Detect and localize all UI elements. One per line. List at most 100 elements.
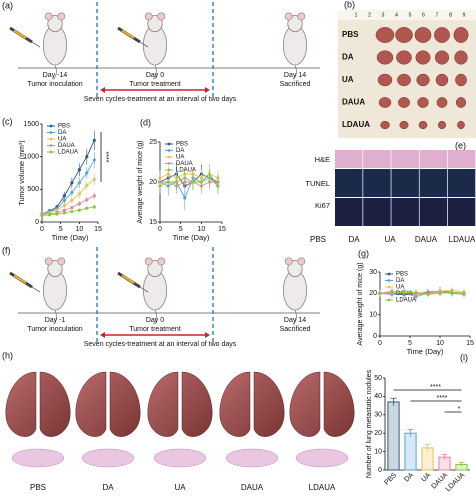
legend-marker: [49, 124, 53, 128]
x-tick-label: 5: [179, 226, 183, 233]
histology: [153, 448, 207, 468]
treatment-note: Seven cycles-treatment at an interval of…: [84, 96, 237, 103]
data-point: [85, 183, 89, 188]
mouse-ear: [144, 257, 153, 266]
legend-label: DAUA: [176, 161, 193, 167]
panel-label: (c): [2, 116, 13, 126]
panel-label: (a): [2, 0, 13, 10]
mouse-tail: [292, 64, 297, 80]
tumor: [418, 120, 428, 130]
data-point: [62, 208, 66, 212]
group-label: UA: [342, 75, 354, 84]
data-point: [70, 198, 74, 203]
stain-image: [419, 150, 448, 168]
stain-image: [391, 198, 419, 226]
lung: [219, 371, 285, 437]
mouse-ear: [297, 12, 306, 21]
ruler-number: 8: [449, 12, 452, 18]
legend-label: LDAUA: [396, 298, 416, 304]
series-line: [379, 289, 465, 294]
y-tick-label: 20: [374, 430, 382, 437]
ruler-number: 9: [463, 12, 466, 18]
tumor: [436, 97, 448, 108]
data-point: [183, 196, 187, 200]
legend-label: DA: [396, 278, 404, 284]
ruler-number: 5: [409, 12, 412, 18]
tumor: [375, 27, 395, 43]
data-point: [70, 209, 74, 214]
lung: [5, 371, 71, 437]
event-day: Day -14: [43, 72, 68, 79]
y-tick-label: 0: [35, 219, 39, 226]
x-tick-label: 5: [59, 226, 63, 233]
data-point: [199, 180, 203, 184]
legend-marker: [167, 155, 171, 159]
significance: ****: [430, 384, 441, 391]
significance: ****: [102, 152, 109, 163]
event-text: Tumor treatment: [129, 81, 181, 88]
data-point: [85, 155, 89, 159]
data-point: [92, 177, 96, 182]
legend-marker: [49, 137, 53, 141]
mouse-ear: [284, 257, 293, 266]
needle: [139, 286, 149, 293]
event-text: Sacrificed: [280, 81, 311, 88]
data-point: [191, 180, 195, 184]
stain-image: [447, 150, 476, 168]
data-point: [85, 198, 89, 202]
x-tick-label: 15: [466, 340, 474, 347]
legend-marker: [167, 142, 171, 146]
legend-label: PBS: [396, 272, 408, 278]
y-tick-label: 10: [374, 448, 382, 455]
stain-column-label: DA: [348, 235, 360, 244]
histology: [295, 448, 349, 468]
x-tick-label: 10: [197, 226, 205, 233]
data-point: [216, 184, 220, 188]
data-point: [426, 292, 430, 296]
y-tick-label: 0: [373, 333, 377, 340]
group-label: PBS: [342, 30, 359, 39]
y-tick-label: 20: [369, 290, 377, 297]
legend-label: DAUA: [396, 291, 413, 297]
legend-label: LDAUA: [176, 168, 196, 174]
group-label: LDAUA: [309, 483, 336, 492]
y-axis-label: Average weight of mice (g): [137, 140, 144, 223]
event-day: Day 14: [284, 72, 306, 79]
legend-marker: [387, 285, 391, 289]
event-day: Day 14: [284, 317, 306, 324]
legend-label: PBS: [58, 124, 70, 130]
tumor: [399, 120, 409, 130]
data-point: [462, 291, 466, 295]
data-point: [378, 291, 382, 295]
event-text: Sacrificed: [280, 326, 311, 333]
group-label: LDAUA: [342, 120, 370, 129]
data-point: [62, 211, 66, 215]
data-point: [85, 171, 89, 175]
stain-column-label: UA: [384, 235, 396, 244]
ruler-number: 3: [382, 12, 385, 18]
stain-image: [335, 150, 363, 168]
data-point: [174, 180, 179, 184]
lung: [289, 371, 355, 437]
data-point: [402, 290, 406, 294]
tumor: [414, 27, 432, 43]
legend-label: UA: [58, 137, 66, 143]
syringe-fluid: [13, 274, 27, 284]
tumor: [378, 97, 392, 108]
event-day: Day -1: [45, 317, 66, 324]
stain-image: [335, 198, 363, 226]
data-point: [166, 180, 170, 184]
mouse-tail: [152, 64, 157, 80]
data-point: [55, 212, 59, 216]
histology: [81, 448, 135, 468]
tumor: [416, 73, 430, 87]
tumor: [415, 50, 431, 65]
legend-marker: [167, 162, 171, 165]
data-point: [92, 205, 96, 209]
legend-label: DA: [176, 148, 184, 154]
event-day: Day 0: [146, 317, 164, 324]
event-day: Day 0: [146, 72, 164, 79]
legend-marker: [49, 144, 53, 147]
stain-column-label: LDAUA: [449, 235, 476, 244]
